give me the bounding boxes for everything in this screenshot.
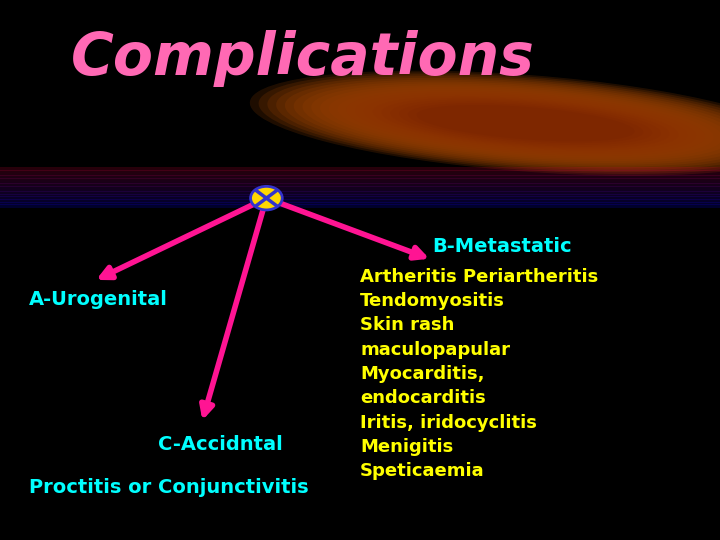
Bar xyxy=(0,185,720,187)
Ellipse shape xyxy=(382,98,670,148)
Text: Complications: Complications xyxy=(71,30,534,87)
Text: A-Urogenital: A-Urogenital xyxy=(29,291,168,309)
Bar xyxy=(0,196,720,198)
Ellipse shape xyxy=(267,74,720,172)
Bar xyxy=(0,188,720,190)
Ellipse shape xyxy=(329,87,720,159)
Bar xyxy=(0,198,720,200)
Ellipse shape xyxy=(399,102,652,145)
Bar xyxy=(0,193,720,195)
Bar xyxy=(0,204,720,206)
Ellipse shape xyxy=(302,82,720,165)
Bar xyxy=(0,191,720,193)
Text: Proctitis or Conjunctivitis: Proctitis or Conjunctivitis xyxy=(29,478,308,497)
Ellipse shape xyxy=(276,76,720,170)
Bar xyxy=(0,194,720,197)
Ellipse shape xyxy=(311,83,720,163)
Bar xyxy=(0,177,720,179)
Bar xyxy=(0,175,720,177)
Bar xyxy=(0,173,720,176)
Bar xyxy=(0,181,720,184)
Ellipse shape xyxy=(355,92,696,154)
Bar xyxy=(0,180,720,182)
Bar xyxy=(0,206,720,208)
Ellipse shape xyxy=(250,71,720,176)
Ellipse shape xyxy=(364,94,688,152)
Ellipse shape xyxy=(285,78,720,168)
Bar xyxy=(0,201,720,203)
Bar xyxy=(0,190,720,192)
Bar xyxy=(0,199,720,201)
Ellipse shape xyxy=(338,89,714,158)
Ellipse shape xyxy=(258,72,720,174)
Text: C-Accidntal: C-Accidntal xyxy=(158,435,283,454)
Ellipse shape xyxy=(408,103,644,143)
Ellipse shape xyxy=(417,105,634,141)
Bar xyxy=(0,170,720,172)
Text: Artheritis Periartheritis
Tendomyositis
Skin rash
maculopapular
Myocarditis,
end: Artheritis Periartheritis Tendomyositis … xyxy=(360,268,598,480)
Text: B-Metastatic: B-Metastatic xyxy=(432,237,572,256)
Bar xyxy=(0,183,720,185)
Ellipse shape xyxy=(346,91,705,156)
Ellipse shape xyxy=(320,85,720,161)
Bar xyxy=(0,168,720,171)
Circle shape xyxy=(251,186,282,210)
Ellipse shape xyxy=(390,99,661,147)
Bar xyxy=(0,172,720,174)
Ellipse shape xyxy=(373,96,678,150)
Bar xyxy=(0,186,720,188)
Bar xyxy=(0,178,720,180)
Bar xyxy=(0,167,720,169)
Ellipse shape xyxy=(294,80,720,167)
Bar xyxy=(0,202,720,205)
